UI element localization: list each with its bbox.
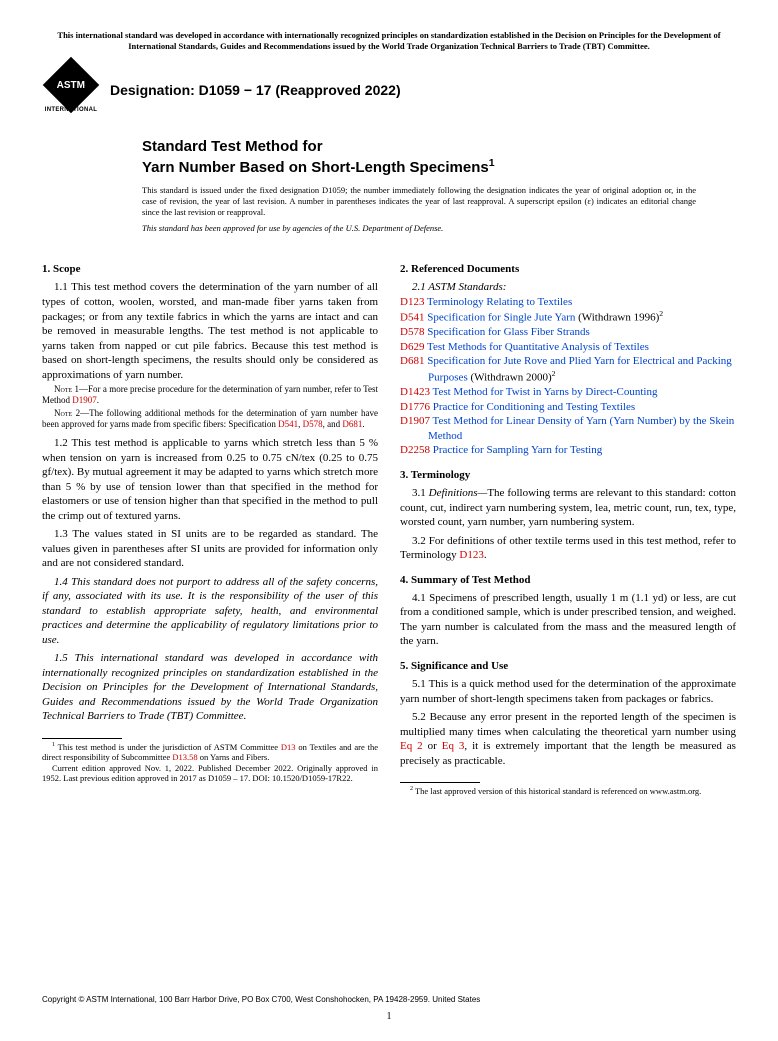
references-list: D123 Terminology Relating to TextilesD54… bbox=[400, 295, 736, 458]
link-d123-b[interactable]: D123 bbox=[459, 549, 483, 561]
para-3-1: 3.1 Definitions—The following terms are … bbox=[400, 486, 736, 530]
section-2-heading: 2. Referenced Documents bbox=[400, 262, 736, 276]
para-1-2: 1.2 This test method is applicable to ya… bbox=[42, 436, 378, 523]
link-d13[interactable]: D13 bbox=[281, 742, 296, 752]
para-5-1: 5.1 This is a quick method used for the … bbox=[400, 677, 736, 706]
approval-notice: This standard has been approved for use … bbox=[142, 223, 736, 234]
ref-d541: D541 Specification for Single Jute Yarn … bbox=[400, 309, 736, 325]
copyright-notice: Copyright © ASTM International, 100 Barr… bbox=[42, 995, 480, 1005]
ref-d1907: D1907 Test Method for Linear Density of … bbox=[400, 414, 736, 443]
issuance-note: This standard is issued under the fixed … bbox=[142, 185, 696, 217]
note-1: Note 1—For a more precise procedure for … bbox=[42, 384, 378, 407]
footnote-rule-left bbox=[42, 738, 122, 739]
right-column: 2. Referenced Documents 2.1 ASTM Standar… bbox=[400, 252, 736, 797]
ref-d681: D681 Specification for Jute Rove and Pli… bbox=[400, 354, 736, 385]
header-notice: This international standard was develope… bbox=[42, 30, 736, 51]
para-4-1: 4.1 Specimens of prescribed length, usua… bbox=[400, 591, 736, 649]
ref-d1423: D1423 Test Method for Twist in Yarns by … bbox=[400, 385, 736, 400]
link-d13-58[interactable]: D13.58 bbox=[172, 752, 197, 762]
page-number: 1 bbox=[387, 1010, 392, 1023]
ref-d629: D629 Test Methods for Quantitative Analy… bbox=[400, 340, 736, 355]
para-1-4: 1.4 This standard does not purport to ad… bbox=[42, 575, 378, 648]
footnote-1-line2: Current edition approved Nov. 1, 2022. P… bbox=[42, 763, 378, 784]
ref-d578: D578 Specification for Glass Fiber Stran… bbox=[400, 325, 736, 340]
para-3-2: 3.2 For definitions of other textile ter… bbox=[400, 534, 736, 563]
designation: Designation: D1059 − 17 (Reapproved 2022… bbox=[110, 81, 401, 99]
section-5-heading: 5. Significance and Use bbox=[400, 659, 736, 673]
ref-d1776: D1776 Practice for Conditioning and Test… bbox=[400, 400, 736, 415]
link-eq2[interactable]: Eq 2 bbox=[400, 740, 423, 752]
footnote-2: 2 The last approved version of this hist… bbox=[400, 786, 736, 796]
para-5-2: 5.2 Because any error present in the rep… bbox=[400, 710, 736, 768]
title-main: Yarn Number Based on Short-Length Specim… bbox=[142, 157, 736, 178]
footnote-1: 1 This test method is under the jurisdic… bbox=[42, 742, 378, 763]
link-eq3[interactable]: Eq 3 bbox=[442, 740, 465, 752]
section-3-heading: 3. Terminology bbox=[400, 468, 736, 482]
para-1-1: 1.1 This test method covers the determin… bbox=[42, 280, 378, 382]
ref-sub-2-1: 2.1 ASTM Standards: bbox=[400, 280, 736, 294]
footnote-rule-right bbox=[400, 782, 480, 783]
left-column: 1. Scope 1.1 This test method covers the… bbox=[42, 252, 378, 797]
section-1-heading: 1. Scope bbox=[42, 262, 378, 276]
body-columns: 1. Scope 1.1 This test method covers the… bbox=[42, 252, 736, 797]
section-4-heading: 4. Summary of Test Method bbox=[400, 573, 736, 587]
designation-row: ASTM INTERNATIONAL Designation: D1059 − … bbox=[42, 65, 736, 115]
ref-d2258: D2258 Practice for Sampling Yarn for Tes… bbox=[400, 443, 736, 458]
para-1-5: 1.5 This international standard was deve… bbox=[42, 651, 378, 724]
title-block: Standard Test Method for Yarn Number Bas… bbox=[142, 137, 736, 177]
para-1-3: 1.3 The values stated in SI units are to… bbox=[42, 527, 378, 571]
title-prefix: Standard Test Method for bbox=[142, 137, 736, 157]
ref-d123: D123 Terminology Relating to Textiles bbox=[400, 295, 736, 310]
note-2: Note 2—The following additional methods … bbox=[42, 408, 378, 431]
astm-logo: ASTM INTERNATIONAL bbox=[42, 65, 100, 115]
